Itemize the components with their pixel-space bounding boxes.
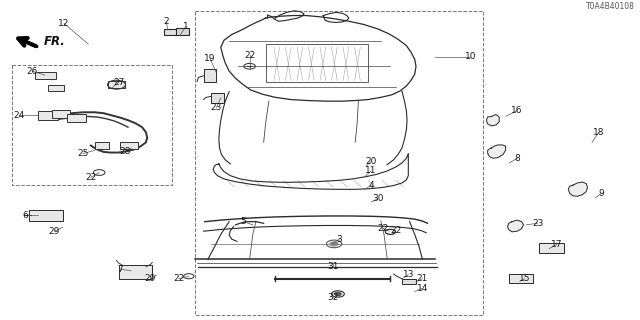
Text: 5: 5 — [241, 217, 246, 226]
Text: 20: 20 — [365, 157, 377, 166]
Polygon shape — [486, 115, 499, 126]
Text: 2: 2 — [164, 17, 169, 26]
Polygon shape — [488, 145, 506, 158]
Text: 15: 15 — [519, 274, 531, 283]
Bar — [176, 28, 189, 35]
Text: 21: 21 — [417, 274, 428, 283]
Bar — [120, 142, 138, 149]
Text: 10: 10 — [465, 52, 476, 61]
Text: 28: 28 — [119, 148, 131, 156]
Text: 29: 29 — [145, 274, 156, 283]
Bar — [204, 69, 216, 82]
Text: 30: 30 — [372, 194, 383, 203]
Text: 13: 13 — [403, 270, 414, 279]
Bar — [35, 72, 56, 79]
Text: 29: 29 — [49, 227, 60, 236]
Bar — [108, 82, 125, 88]
Text: T0A4B40108: T0A4B40108 — [586, 2, 635, 11]
Bar — [67, 114, 86, 122]
Text: 3: 3 — [337, 235, 342, 244]
Text: 22: 22 — [85, 173, 97, 182]
Text: 27: 27 — [113, 78, 125, 87]
Text: 17: 17 — [551, 240, 563, 249]
Polygon shape — [568, 182, 588, 196]
Text: 22: 22 — [377, 224, 388, 233]
FancyBboxPatch shape — [119, 265, 152, 279]
Text: 11: 11 — [365, 166, 377, 175]
Circle shape — [330, 242, 338, 246]
Text: 4: 4 — [369, 181, 374, 190]
Text: 19: 19 — [204, 54, 216, 63]
Text: 16: 16 — [511, 106, 523, 115]
FancyBboxPatch shape — [29, 210, 63, 221]
Bar — [402, 279, 416, 284]
Text: 22: 22 — [390, 226, 401, 235]
Text: 14: 14 — [417, 284, 428, 293]
Text: 7: 7 — [118, 265, 123, 274]
Text: 22: 22 — [173, 274, 185, 283]
Bar — [52, 110, 70, 118]
Text: 22: 22 — [244, 51, 255, 60]
Text: 31: 31 — [327, 261, 339, 271]
Bar — [509, 274, 533, 283]
Text: 9: 9 — [599, 188, 604, 198]
Polygon shape — [508, 220, 524, 232]
Text: 1: 1 — [183, 22, 188, 31]
Circle shape — [335, 292, 341, 296]
Bar — [211, 93, 224, 103]
Bar — [164, 29, 178, 35]
Bar — [266, 44, 368, 82]
Bar — [539, 243, 564, 253]
Text: 8: 8 — [515, 154, 520, 163]
Text: 24: 24 — [13, 111, 25, 120]
Text: 23: 23 — [211, 103, 222, 112]
Text: 12: 12 — [58, 19, 70, 28]
Text: FR.: FR. — [44, 35, 65, 48]
Bar — [95, 142, 109, 149]
Text: 23: 23 — [532, 219, 543, 228]
Text: 25: 25 — [77, 149, 89, 158]
Bar — [38, 111, 58, 120]
Text: 6: 6 — [23, 211, 28, 220]
Bar — [48, 85, 64, 91]
Text: 18: 18 — [593, 128, 604, 137]
Text: 26: 26 — [26, 67, 38, 76]
Text: 32: 32 — [327, 293, 339, 302]
